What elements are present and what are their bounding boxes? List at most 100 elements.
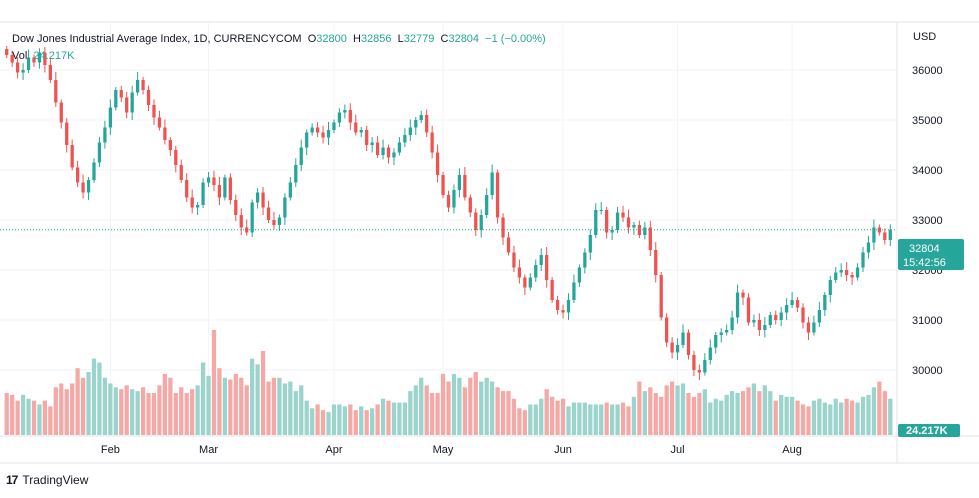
candle-body [599, 210, 603, 211]
volume-bar [582, 402, 587, 435]
candle-body [861, 252, 865, 268]
candle-body [163, 127, 167, 140]
candle-body [294, 165, 298, 183]
volume-bar [822, 402, 827, 435]
volume-bar [860, 396, 866, 435]
price-tick-label: 30000 [912, 365, 943, 377]
volume-bar [59, 383, 64, 435]
volume-bar [244, 385, 249, 435]
volume-bar [337, 404, 342, 435]
volume-bar [479, 381, 484, 435]
volume-bar [811, 400, 817, 435]
candle-body [845, 270, 849, 275]
candle-body [806, 322, 811, 333]
candle-body [97, 142, 102, 163]
time-tick-label: Jun [554, 444, 572, 456]
time-tick-label: Aug [782, 444, 802, 456]
candle-body [577, 267, 582, 283]
currency-label[interactable]: USD [913, 31, 937, 43]
candle-body [490, 172, 494, 195]
candle-body [321, 132, 325, 138]
candle-body [403, 135, 407, 143]
time-tick-label: Jul [671, 444, 685, 456]
volume-bar [397, 402, 402, 435]
volume-value-text: 24.217K [906, 425, 948, 437]
candle-body [37, 52, 42, 63]
volume-bar [637, 381, 642, 435]
tradingview-logo[interactable]: 17 TradingView [6, 473, 88, 487]
time-axis[interactable]: Feb Mar Apr May Jun Jul Aug [101, 444, 802, 456]
high-value: 32856 [360, 33, 392, 45]
volume-bar [260, 351, 266, 435]
volume-bar [653, 393, 658, 435]
volume-legend-value: 24.217K [33, 50, 75, 62]
candle-body [441, 175, 445, 195]
candle-body [65, 122, 69, 145]
volume-bar [64, 389, 69, 435]
candle-body [103, 127, 107, 143]
candle-body [872, 227, 876, 243]
volume-bar [784, 396, 789, 435]
grid [0, 22, 897, 436]
candle-body [452, 190, 456, 208]
candle-body [375, 142, 380, 155]
volume-bar [419, 377, 424, 435]
candle-body [201, 182, 205, 205]
volume-bar [233, 373, 238, 435]
volume-bar [304, 400, 309, 435]
volume-bar [108, 383, 113, 435]
volume-bar [773, 400, 778, 435]
volume-bar [364, 410, 369, 435]
volume-bar [588, 404, 593, 435]
volume-bar [217, 368, 222, 435]
candle-body [474, 212, 478, 230]
candle-body [512, 252, 516, 268]
candle-body [746, 297, 751, 323]
candle-body [332, 122, 336, 130]
price-tick-label: 33000 [912, 215, 943, 227]
candle-body [157, 117, 162, 128]
candle-body [812, 322, 816, 333]
candle-body [752, 320, 756, 323]
volume-bar [288, 381, 293, 435]
candle-body [223, 177, 227, 198]
candle-body [195, 205, 200, 208]
volume-bar [495, 387, 500, 435]
candle-body [343, 110, 347, 113]
volume-bar [468, 377, 473, 435]
candle-body [795, 300, 800, 308]
candle-body [174, 150, 178, 165]
volume-bar [130, 389, 135, 435]
volume-bar [277, 377, 282, 435]
price-tick-label: 35000 [912, 115, 943, 127]
volume-bar [599, 404, 604, 435]
volume-bar [206, 375, 211, 435]
candle-body [305, 132, 309, 148]
candle-body [457, 175, 462, 190]
candle-body [888, 229, 892, 240]
candle-body [425, 115, 429, 133]
candle-body [15, 62, 20, 73]
candle-body [255, 192, 260, 203]
volume-bar [10, 394, 15, 435]
candle-body [839, 270, 843, 273]
candle-body [550, 280, 554, 300]
candle-body [228, 177, 232, 200]
volume-bar [140, 387, 146, 435]
volume-bar [151, 393, 157, 435]
candle-body [528, 277, 532, 288]
candle-body [670, 342, 674, 353]
high-key: H [352, 33, 361, 45]
volume-bar [806, 406, 811, 435]
volume-bar [173, 393, 178, 435]
volume-bar [451, 373, 457, 435]
volume-bar [326, 412, 331, 435]
volume-bar [42, 400, 48, 435]
volume-bar [184, 393, 189, 435]
volume-bar [48, 406, 53, 435]
volume-bar [675, 385, 680, 435]
candle-body [32, 57, 36, 63]
open-value: 32800 [316, 33, 347, 45]
